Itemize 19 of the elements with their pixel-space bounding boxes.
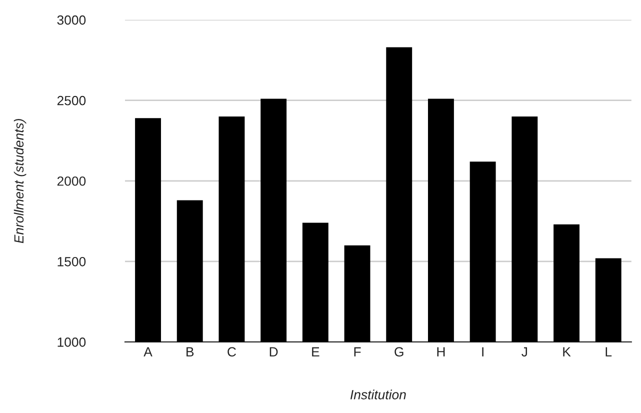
y-tick-label: 2500 [57,96,86,106]
x-tick-label: I [482,347,484,356]
y-tick-label: 1000 [58,338,86,347]
x-tick-label: D [270,347,278,356]
x-axis-title: Institution [350,390,406,400]
x-tick-label: J [522,347,527,357]
x-tick-label: A [144,347,152,356]
x-tick-label: H [437,347,445,356]
x-tick-label: G [394,347,404,357]
x-tick-label: B [186,347,194,356]
x-tick-label: K [563,347,571,356]
y-tick-label: 2000 [57,176,86,186]
y-tick-label: 1500 [58,256,86,266]
y-axis-title: Enrollment (students) [14,118,26,244]
y-tick-label: 3000 [57,15,86,25]
x-tick-label: E [312,347,320,356]
x-tick-label: F [354,347,361,356]
x-tick-label: C [228,347,236,357]
x-tick-label: L [606,347,612,356]
